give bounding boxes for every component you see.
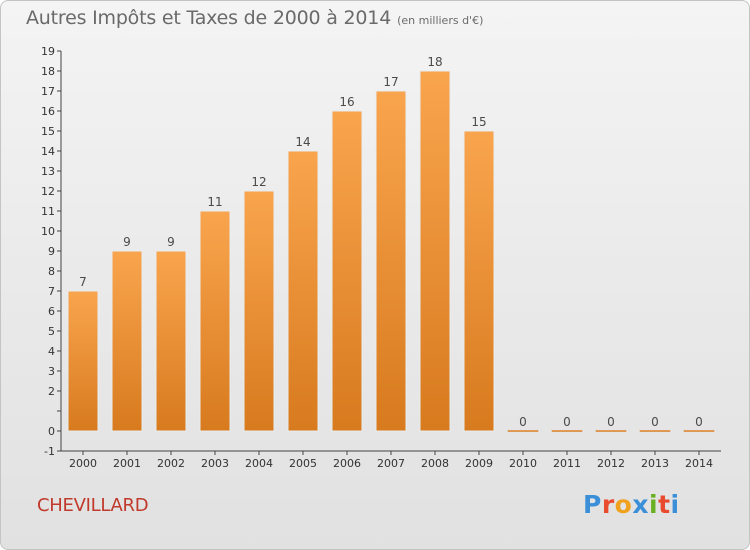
x-tick-label: 2009 [465,457,493,470]
x-tick-label: 2002 [157,457,185,470]
bar-value-label: 18 [427,55,442,69]
y-tick-label: 9 [48,245,55,258]
bar-2009 [463,130,495,432]
bar-2003 [199,210,231,432]
y-tick-label: 8 [48,265,55,278]
y-tick-label: 11 [41,205,55,218]
logo-letter: x [632,490,649,519]
y-tick-label: 16 [41,105,55,118]
x-tick-label: 2008 [421,457,449,470]
bar-2013 [639,430,671,432]
logo-letter: i [670,490,680,519]
bar-value-label: 0 [607,415,615,429]
y-tick-label: 15 [41,125,55,138]
x-tick-label: 2013 [641,457,669,470]
bar-value-label: 0 [651,415,659,429]
y-tick-label: 14 [41,145,55,158]
bar-2000 [67,290,99,432]
logo-letter: r [601,490,615,519]
bar-value-label: 0 [563,415,571,429]
bar-value-label: 15 [471,115,486,129]
bar-value-label: 0 [519,415,527,429]
bar-2008 [419,70,451,432]
y-tick-label: 10 [41,225,55,238]
y-tick-label: 4 [48,345,55,358]
logo-letter: o [614,490,633,519]
logo-letter: t [658,490,671,519]
bar-2012 [595,430,627,432]
x-tick-label: 2000 [69,457,97,470]
bar-2006 [331,110,363,432]
logo-letter: i [649,490,659,519]
bars: 7 9 9 11 12 14 16 17 18 15 0 0 0 0 0 [67,55,715,432]
y-axis: -1 0 2 3 4 5 6 7 8 9 10 11 12 13 14 15 16 17 18 19 [41,45,62,458]
chart-title-main: Autres Impôts et Taxes de 2000 à 2014 [26,7,392,29]
x-tick-label: 2011 [553,457,581,470]
y-tick-label: 12 [41,185,55,198]
y-tick-label: 7 [48,285,55,298]
x-tick-label: 2003 [201,457,229,470]
y-tick-label: 2 [48,385,55,398]
bar-value-label: 7 [79,275,87,289]
bar-value-label: 14 [295,135,310,149]
bar-2014 [683,430,715,432]
x-tick-label: 2012 [597,457,625,470]
x-tick-label: 2006 [333,457,361,470]
y-tick-label: 18 [41,65,55,78]
bar-2001 [111,250,143,432]
x-tick-label: 2007 [377,457,405,470]
bar-value-label: 9 [123,235,131,249]
bar-2010 [507,430,539,432]
bar-value-label: 0 [695,415,703,429]
bar-2007 [375,90,407,432]
x-tick-label: 2005 [289,457,317,470]
y-tick-label: 5 [48,325,55,338]
bar-2004 [243,190,275,432]
bar-value-label: 11 [207,195,222,209]
x-tick-label: 2001 [113,457,141,470]
y-tick-label: 17 [41,85,55,98]
y-tick-label: 19 [41,45,55,58]
bar-value-label: 9 [167,235,175,249]
x-axis: 2000 2001 2002 2003 2004 2005 2006 2007 2008 2009… [61,450,721,470]
y-tick-label: 3 [48,365,55,378]
bar-2005 [287,150,319,432]
x-tick-label: 2010 [509,457,537,470]
bar-value-label: 12 [251,175,266,189]
x-tick-label: 2004 [245,457,273,470]
y-tick-label: 13 [41,165,55,178]
bar-2011 [551,430,583,432]
bar-2002 [155,250,187,432]
chart-title: Autres Impôts et Taxes de 2000 à 2014 (en… [26,7,483,29]
proxiti-logo: Proxiti [583,490,680,519]
logo-letter: P [583,490,602,519]
y-tick-label: 0 [48,425,55,438]
bar-value-label: 17 [383,75,398,89]
y-tick-label: -1 [44,445,55,458]
y-tick-label: 6 [48,305,55,318]
x-tick-label: 2014 [685,457,713,470]
bar-value-label: 16 [339,95,354,109]
chart-title-unit: (en milliers d'€) [397,14,484,27]
commune-name: CHEVILLARD [37,495,149,516]
